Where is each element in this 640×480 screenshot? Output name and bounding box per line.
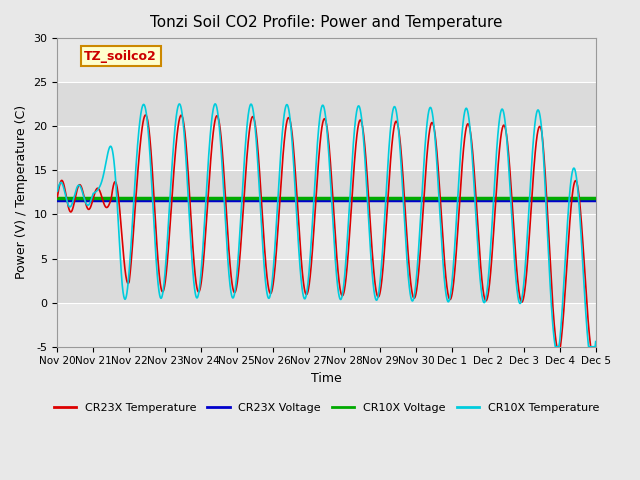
Bar (58, 170, 596, 215)
Bar (58, 215, 596, 259)
CR10X Temperature (284, 102, 291, 108)
Y-axis label: Power (V) / Temperature (C): Power (V) / Temperature (C) (15, 105, 28, 279)
CR10X Temperature (524, 233, 531, 239)
CR23X Temperature (524, 262, 531, 267)
Bar (58, 302, 596, 347)
CR23X Temperature (147, 148, 155, 154)
Bar (58, 82, 596, 126)
CR10X Temperature (211, 101, 219, 107)
CR23X Voltage (54, 197, 61, 203)
X-axis label: Time: Time (311, 372, 342, 385)
CR23X Temperature (115, 197, 123, 203)
Legend: CR23X Temperature, CR23X Voltage, CR10X Voltage, CR10X Temperature: CR23X Temperature, CR23X Voltage, CR10X … (49, 398, 604, 418)
CR10X Voltage (54, 195, 61, 201)
CR10X Voltage (90, 195, 97, 201)
CR23X Temperature (582, 279, 589, 285)
CR23X Temperature (141, 112, 149, 118)
CR10X Temperature (115, 228, 123, 233)
CR10X Temperature (260, 261, 268, 267)
CR23X Temperature (554, 348, 562, 354)
Title: Tonzi Soil CO2 Profile: Power and Temperature: Tonzi Soil CO2 Profile: Power and Temper… (150, 15, 503, 30)
Text: TZ_soilco2: TZ_soilco2 (84, 50, 157, 63)
CR23X Temperature (54, 194, 61, 200)
CR23X Temperature (592, 348, 600, 354)
CR10X Temperature (582, 305, 589, 311)
CR23X Temperature (260, 237, 268, 243)
Line: CR10X Temperature: CR10X Temperature (58, 104, 596, 347)
Bar (58, 0, 596, 38)
Line: CR23X Temperature: CR23X Temperature (58, 115, 596, 351)
Bar (58, 259, 596, 302)
CR23X Voltage (90, 197, 97, 203)
Bar (58, 126, 596, 170)
CR23X Temperature (284, 117, 291, 123)
CR10X Temperature (592, 339, 600, 345)
CR10X Temperature (54, 188, 61, 194)
Bar (58, 38, 596, 82)
CR10X Temperature (147, 164, 155, 170)
CR10X Temperature (552, 344, 559, 349)
